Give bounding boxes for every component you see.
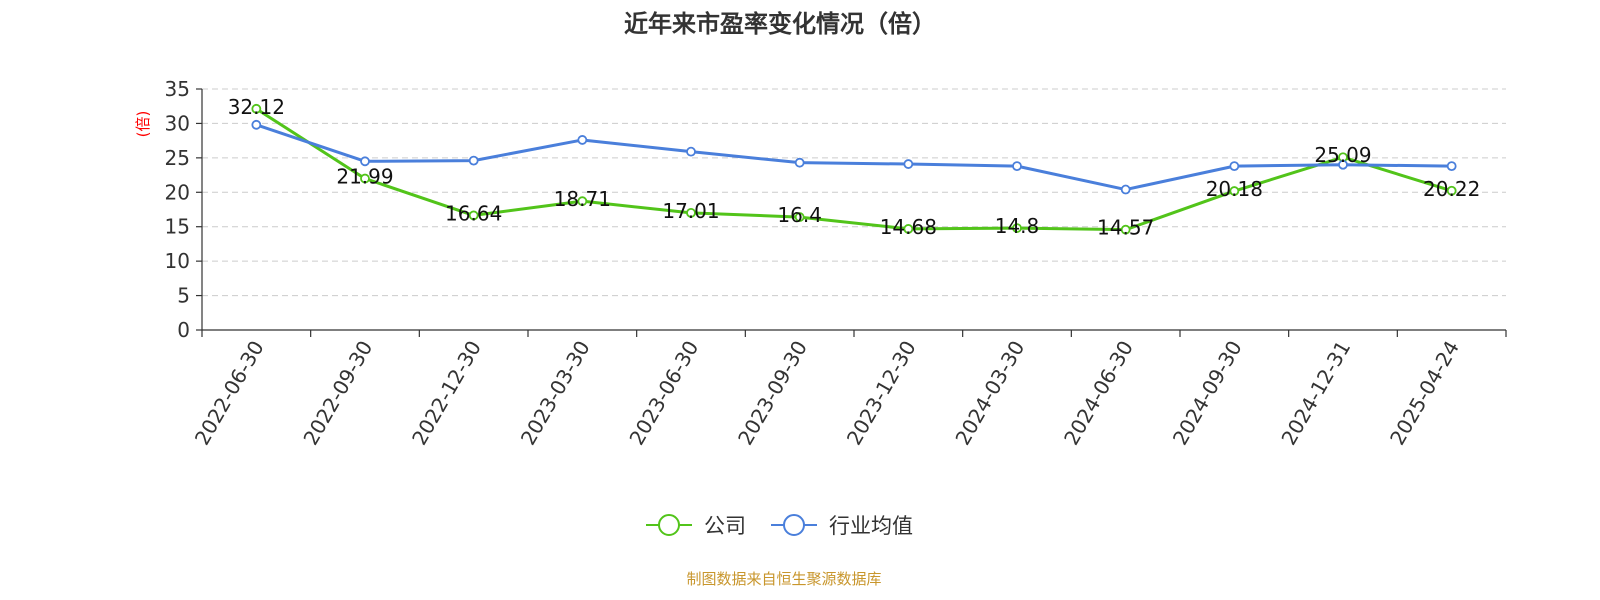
data-point-1-5	[794, 157, 805, 168]
data-point-1-8	[1120, 184, 1131, 195]
legend-marker-1	[783, 514, 805, 536]
data-point-0-6	[903, 224, 914, 234]
y-tick-label-10: 10	[165, 249, 190, 273]
data-label-0-3: 18.71	[554, 187, 611, 211]
series-points	[251, 103, 1457, 235]
data-point-1-7	[1012, 161, 1022, 172]
data-label-0-9: 20.18	[1206, 177, 1263, 201]
x-tick-label-2024-09-30: 2024-09-30	[1168, 337, 1247, 450]
legend-item-0[interactable]: 公司	[646, 514, 746, 538]
x-tick-label-2024-06-30: 2024-06-30	[1059, 337, 1138, 450]
data-label-0-10: 25.09	[1314, 143, 1371, 167]
series-lines	[255, 107, 1453, 232]
y-axis-unit-label: (倍)	[134, 111, 152, 138]
y-tick-label-0: 0	[177, 318, 190, 342]
x-tick-label-2022-09-30: 2022-09-30	[298, 337, 377, 450]
axes: 0 5 10 15 20 25 30 35 2022-06-30 2022-09-30 2022-1…	[165, 77, 1507, 450]
data-point-1-2	[468, 155, 479, 166]
y-tick-label-35: 35	[165, 77, 190, 101]
data-point-0-2	[468, 210, 479, 221]
data-point-0-1	[360, 173, 370, 184]
data-point-0-11	[1446, 185, 1457, 196]
x-tick-label-2022-06-30: 2022-06-30	[190, 337, 269, 450]
data-point-1-3	[577, 135, 588, 145]
series-line-1	[255, 123, 1452, 192]
data-point-1-0	[251, 119, 262, 130]
x-tick-label-2023-06-30: 2023-06-30	[624, 337, 703, 450]
data-label-0-2: 16.64	[445, 201, 502, 225]
x-tick-label-2023-09-30: 2023-09-30	[733, 337, 812, 450]
chart-title: 近年来市盈率变化情况（倍）	[624, 10, 936, 38]
x-tick-label-2023-12-30: 2023-12-30	[842, 336, 921, 449]
y-tick-label-30: 30	[165, 111, 190, 135]
data-point-0-0	[251, 103, 262, 114]
data-label-0-6: 14.68	[880, 215, 937, 239]
x-tick-label-2024-12-31: 2024-12-31	[1276, 337, 1355, 450]
series-line-0	[255, 107, 1453, 232]
data-point-1-1	[360, 156, 370, 167]
legend-label-0: 公司	[704, 514, 746, 538]
grid-lines	[202, 88, 1506, 297]
legend-item-1[interactable]: 行业均值	[771, 514, 913, 538]
data-label-0-4: 17.01	[662, 199, 719, 223]
data-point-0-4	[686, 207, 696, 218]
legend-label-1: 行业均值	[829, 514, 913, 538]
data-source-note: 制图数据来自恒生聚源数据库	[686, 570, 881, 588]
data-point-1-4	[686, 146, 696, 157]
data-point-1-11	[1446, 161, 1457, 172]
data-point-0-3	[577, 196, 588, 207]
data-label-0-5: 16.4	[777, 203, 822, 227]
data-label-0-7: 14.8	[995, 214, 1040, 238]
data-point-0-7	[1012, 223, 1022, 233]
x-tick-label-2023-03-30: 2023-03-30	[516, 337, 595, 450]
y-tick-label-5: 5	[177, 284, 190, 308]
data-point-0-8	[1120, 224, 1131, 235]
data-label-0-8: 14.57	[1097, 216, 1154, 240]
x-tick-label-2022-12-30: 2022-12-30	[407, 336, 486, 449]
x-tick-label-2024-03-30: 2024-03-30	[950, 337, 1029, 450]
data-label-0-11: 20.22	[1423, 177, 1480, 201]
y-tick-label-20: 20	[165, 180, 190, 204]
data-point-1-10	[1338, 159, 1348, 170]
y-tick-label-25: 25	[165, 146, 190, 170]
y-tick-label-15: 15	[165, 215, 190, 239]
data-label-0-1: 21.99	[336, 165, 393, 189]
data-labels: 32.12 21.99 16.64 18.71 17.01 16.4 14.68 14.8 14…	[228, 95, 1481, 240]
data-point-0-9	[1229, 186, 1240, 196]
data-label-0-0: 32.12	[228, 95, 285, 119]
data-point-1-6	[903, 159, 914, 169]
data-point-1-9	[1229, 161, 1240, 172]
data-point-0-5	[794, 212, 805, 222]
x-tick-label-2025-04-24: 2025-04-24	[1385, 337, 1464, 450]
legend: 公司 行业均值	[646, 514, 913, 538]
legend-marker-0	[658, 514, 680, 536]
